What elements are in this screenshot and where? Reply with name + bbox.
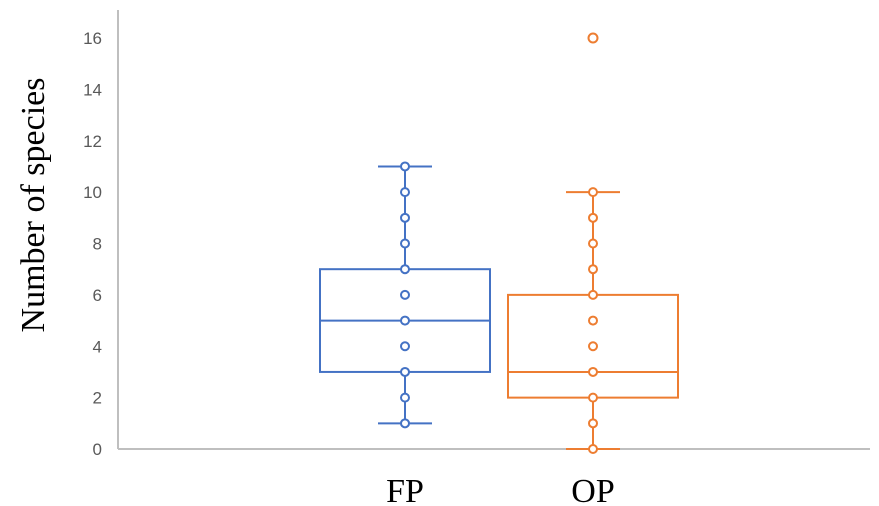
y-tick-label: 0 [93,440,102,459]
y-axis-title: Number of species [15,78,52,333]
data-point [588,289,598,300]
data-point [588,264,598,275]
data-point [400,212,410,223]
data-point [400,366,410,377]
data-point [400,238,410,249]
y-tick-label: 14 [83,80,102,99]
data-point [588,212,598,223]
y-axis-ticks: 0 2 4 6 8 10 12 14 16 [83,29,102,459]
outlier-point [587,32,599,44]
data-point [588,315,598,326]
data-point [400,289,410,300]
box-series [319,32,679,454]
data-point [588,444,598,454]
y-tick-label: 12 [83,132,102,151]
data-point [588,392,598,403]
y-tick-label: 4 [93,337,102,356]
y-tick-label: 8 [93,235,102,254]
data-point [588,187,598,198]
y-tick-label: 6 [93,286,102,305]
category-labels: FP OP [386,473,615,506]
data-point [588,238,598,249]
data-point [400,341,410,352]
category-label: FP [386,473,424,506]
data-point [400,315,410,326]
y-tick-label: 16 [83,29,102,48]
y-tick-label: 2 [93,389,102,408]
data-point [588,366,598,377]
data-point [400,161,410,172]
data-point [400,392,410,403]
data-point [588,341,598,352]
data-point [400,264,410,275]
data-point [400,418,410,429]
y-tick-label: 10 [83,183,102,202]
data-point [588,418,598,429]
category-label: OP [571,473,614,506]
data-point [400,187,410,198]
box-group [507,32,679,454]
box-group [319,161,491,429]
